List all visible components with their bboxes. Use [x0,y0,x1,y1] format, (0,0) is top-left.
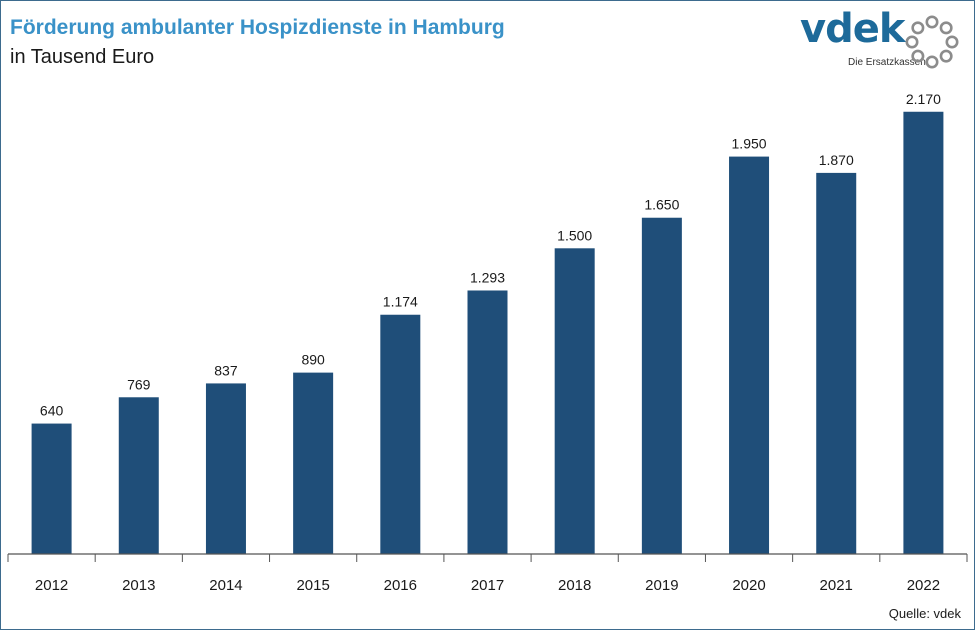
source-note: Quelle: vdek [888,606,961,621]
bar [380,314,421,554]
data-label: 1.950 [732,136,767,152]
x-tick-label: 2015 [296,577,329,594]
x-tick-label: 2012 [35,577,68,594]
bar [293,372,334,554]
chart-subtitle: in Tausend Euro [10,46,155,68]
bar [118,397,159,554]
bar [641,217,682,555]
data-label: 1.174 [383,294,418,310]
x-tick-label: 2020 [732,577,765,594]
bar [903,111,944,554]
data-label: 1.870 [819,152,854,168]
data-label: 1.650 [644,197,679,213]
x-tick-label: 2017 [471,577,504,594]
bar [729,156,770,554]
chart-title: Förderung ambulanter Hospizdienste in Ha… [10,16,505,39]
x-tick-label: 2019 [645,577,678,594]
data-label: 1.293 [470,269,505,285]
data-label: 640 [40,403,64,419]
x-tick-label: 2022 [907,577,940,594]
data-label: 1.500 [557,227,592,243]
bar [31,423,72,554]
x-tick-label: 2016 [384,577,417,594]
bar [816,172,857,555]
x-tick-label: 2014 [209,577,242,594]
bar [467,290,508,554]
bar [205,383,246,554]
data-label: 769 [127,376,151,392]
x-tick-label: 2018 [558,577,591,594]
x-tick-label: 2021 [820,577,853,594]
bar [554,248,595,555]
dots-ring-icon [905,15,959,69]
data-label: 890 [301,352,325,368]
x-tick-label: 2013 [122,577,155,594]
data-label: 2.170 [906,91,941,107]
logo-wordmark: vdek [800,6,905,52]
data-label: 837 [214,362,238,378]
vdek-logo: vdek Die Ersatzkassen [800,6,965,72]
logo-tagline: Die Ersatzkassen [848,57,926,68]
